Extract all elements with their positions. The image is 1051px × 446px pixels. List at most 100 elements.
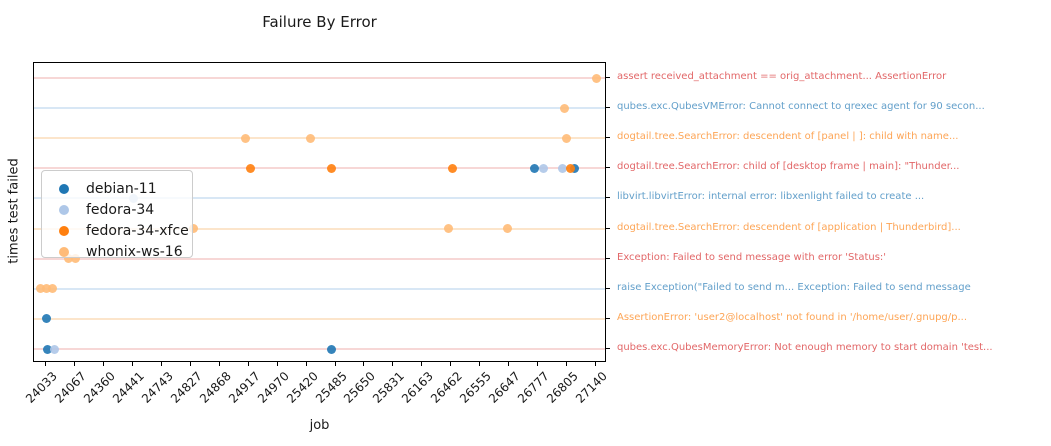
y-tick (606, 167, 610, 169)
data-point (538, 163, 548, 173)
x-tick (566, 362, 568, 366)
x-tick (160, 362, 162, 366)
legend-item-label: fedora-34-xfce (86, 222, 189, 239)
x-tick (247, 362, 249, 366)
data-point (306, 133, 316, 143)
x-tick-label: 26462 (428, 369, 466, 406)
y-axis-label: times test failed (6, 158, 22, 264)
data-point (565, 163, 575, 173)
legend-item-label: fedora-34 (86, 201, 155, 218)
data-point (443, 224, 453, 234)
x-tick (131, 362, 133, 366)
x-tick (537, 362, 539, 366)
x-tick (595, 362, 597, 366)
x-tick (73, 362, 75, 366)
legend-item-label: whonix-ws-16 (86, 243, 183, 260)
y-tick (606, 348, 610, 350)
data-point (529, 163, 539, 173)
y-tick (606, 107, 610, 109)
error-row-line (34, 107, 605, 110)
error-label: AssertionError: 'user2@localhost' not fo… (617, 311, 968, 323)
chart-title: Failure By Error (262, 13, 377, 31)
x-tick (508, 362, 510, 366)
x-tick (218, 362, 220, 366)
x-tick-label: 24441 (109, 369, 147, 406)
error-row-line (34, 197, 605, 200)
x-tick-label: 26777 (515, 369, 553, 406)
error-label: Exception: Failed to send message with e… (617, 251, 887, 263)
x-tick (189, 362, 191, 366)
x-tick-label: 24360 (80, 369, 118, 406)
x-tick (421, 362, 423, 366)
data-point (189, 224, 199, 234)
legend-item: debian-11 (50, 178, 184, 199)
legend-swatch-icon (59, 246, 69, 257)
error-label: dogtail.tree.SearchError: child of [desk… (617, 161, 960, 173)
y-tick (606, 287, 610, 289)
x-axis-label: job (309, 418, 330, 433)
data-point (327, 344, 336, 354)
data-point (41, 314, 51, 324)
y-tick (606, 77, 610, 78)
data-point (557, 163, 567, 173)
error-row-line (34, 317, 605, 320)
x-tick (392, 362, 394, 366)
x-tick-label: 24917 (225, 369, 263, 406)
error-row-line (34, 227, 605, 230)
data-point (447, 163, 457, 173)
error-row-line (34, 287, 605, 290)
data-point (35, 284, 45, 294)
x-tick-label: 26163 (399, 369, 437, 406)
x-tick-label: 25650 (341, 369, 379, 406)
data-point (559, 103, 569, 113)
x-tick-label: 25420 (283, 369, 321, 406)
error-row-line (34, 257, 605, 260)
x-tick (450, 362, 452, 366)
data-point (71, 254, 81, 264)
data-point (246, 163, 256, 173)
y-tick (606, 227, 610, 229)
data-point (64, 254, 74, 264)
legend-item: fedora-34 (50, 199, 184, 220)
x-tick-label: 25831 (370, 369, 408, 406)
x-tick-label: 24067 (51, 369, 89, 406)
error-label: raise Exception("Failed to send m... Exc… (617, 281, 971, 293)
x-tick-label: 24970 (254, 369, 292, 406)
error-label: libvirt.libvirtError: internal error: li… (617, 191, 925, 203)
error-label: qubes.exc.QubesVMError: Cannot connect t… (617, 101, 985, 113)
x-tick-label: 26805 (544, 369, 581, 406)
legend-swatch-icon (59, 183, 69, 194)
error-row-line (34, 77, 605, 79)
y-tick (606, 137, 610, 139)
x-tick (276, 362, 278, 366)
legend-item-label: debian-11 (86, 180, 157, 197)
legend-item: fedora-34-xfce (50, 220, 189, 241)
data-point (49, 344, 59, 354)
error-label: assert received_attachment == orig_attac… (617, 71, 947, 82)
y-tick (606, 197, 610, 199)
x-tick (363, 362, 365, 366)
data-point (591, 73, 601, 83)
data-point (561, 133, 571, 143)
data-point (47, 284, 57, 294)
legend-swatch-icon (59, 225, 69, 236)
plot-area: debian-11 fedora-34 fedora-34-xfce whonix-w… (33, 62, 606, 362)
data-point (42, 344, 52, 354)
legend-item: whonix-ws-16 (50, 241, 184, 262)
x-tick-label: 24827 (167, 369, 205, 406)
x-tick (102, 362, 104, 366)
x-tick-label: 27140 (573, 369, 610, 406)
data-point (241, 133, 251, 143)
x-tick-label: 25485 (312, 369, 350, 406)
x-tick-label: 24743 (138, 369, 176, 406)
x-tick-label: 26647 (486, 369, 524, 406)
legend-swatch-icon (59, 204, 69, 215)
x-tick (334, 362, 336, 366)
data-point (41, 284, 51, 294)
x-tick-label: 24868 (196, 369, 234, 406)
y-tick (606, 257, 610, 259)
error-label: dogtail.tree.SearchError: descendent of … (617, 221, 961, 233)
error-label: dogtail.tree.SearchError: descendent of … (617, 131, 959, 143)
x-tick (45, 362, 46, 366)
